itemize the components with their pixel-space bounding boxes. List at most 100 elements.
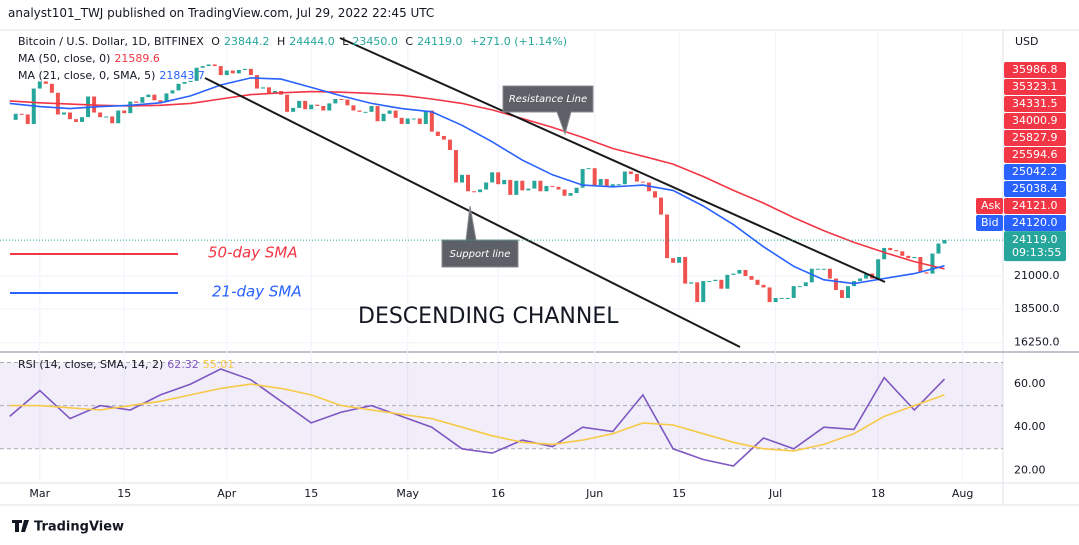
candle-body — [236, 69, 241, 74]
candle-body — [737, 269, 742, 274]
x-tick-label: Jun — [585, 487, 603, 500]
price-label-box — [1004, 62, 1066, 78]
candle-body — [333, 98, 338, 104]
candle-body — [351, 105, 356, 111]
candle-body — [441, 135, 446, 140]
candle-body — [665, 214, 670, 259]
ma-name: MA (50, close, 0) — [18, 52, 111, 65]
ohlc-value: 23844.2 — [223, 35, 270, 48]
candle-body — [514, 180, 519, 195]
candle-body — [767, 287, 772, 303]
logo — [12, 520, 29, 532]
candle-body — [592, 168, 597, 186]
y-tick-label: 21000.0 — [1014, 269, 1060, 282]
rsi-name: RSI (14, close, SMA, 14, 2) — [18, 358, 164, 371]
candle-body — [146, 94, 151, 98]
candle-body — [176, 83, 181, 91]
candle-body — [719, 279, 724, 289]
candle-body — [224, 70, 229, 76]
candle-body — [104, 116, 109, 118]
price-label-box — [1004, 181, 1066, 197]
candle-body — [508, 179, 513, 195]
candle-body — [598, 179, 603, 186]
annotation: Resistance Line — [509, 94, 587, 105]
candle-body — [604, 179, 609, 186]
candle-body — [785, 298, 790, 300]
candle-body — [538, 180, 543, 192]
annotation: DESCENDING CHANNEL — [358, 304, 619, 329]
legend: Bitcoin / U.S. Dollar, 1D, BITFINEX O 238… — [18, 35, 571, 48]
rsi-pane — [0, 362, 1003, 467]
ma-name: MA (21, close, 0, SMA, 5) — [18, 69, 156, 82]
ohlc-value: 24119.0 — [417, 35, 463, 48]
candle-body — [98, 112, 103, 118]
candle-body — [803, 282, 808, 287]
price-label-box — [1004, 79, 1066, 95]
resistance-line — [339, 37, 886, 283]
candle-body — [297, 100, 302, 108]
moving-averages — [9, 77, 945, 285]
candle-body — [399, 117, 404, 124]
ohlc-key: O — [211, 35, 220, 48]
price-tag-box — [976, 215, 1003, 231]
candle-body — [25, 114, 30, 124]
candle-body — [652, 191, 657, 198]
candle-body — [67, 112, 72, 120]
price-label: 25594.6 — [1012, 148, 1058, 161]
candle-body — [659, 197, 664, 215]
price-label-box — [1004, 96, 1066, 112]
candle-body — [285, 94, 290, 112]
candle-body — [188, 80, 193, 83]
candle-body — [182, 82, 187, 84]
candle-body — [315, 104, 320, 106]
candle-body — [864, 273, 869, 279]
ma-legend: MA (21, close, 0, SMA, 5) 21843.7 — [18, 69, 209, 82]
candle-body — [749, 276, 754, 280]
candle-body — [80, 117, 85, 122]
candle-body — [345, 99, 350, 106]
candle-body — [562, 189, 567, 196]
candle-body — [134, 101, 139, 103]
support-line — [204, 77, 741, 348]
publisher: analyst101_TWJ published on TradingView.… — [8, 6, 435, 20]
candle-body — [164, 93, 169, 103]
price-label: 35323.1 — [1012, 80, 1058, 93]
x-tick-label: 18 — [871, 487, 885, 500]
candle-body — [882, 247, 887, 260]
rsi-legend: RSI (14, close, SMA, 14, 2) 62.32 55.01 — [18, 358, 238, 371]
price-tag: Bid — [981, 216, 999, 229]
candle-body — [61, 112, 66, 115]
candle-body — [809, 268, 814, 283]
candle-body — [580, 169, 585, 188]
candle-body — [194, 67, 199, 81]
candle-body — [429, 110, 434, 132]
price-tag: Ask — [981, 199, 1001, 212]
candle-body — [791, 286, 796, 299]
candle-body — [459, 174, 464, 183]
price-label-box — [1004, 164, 1066, 180]
rsi-value: 62.32 — [167, 358, 199, 371]
price-tag-box — [976, 198, 1003, 214]
ma-legend: MA (50, close, 0) 21589.6 — [18, 52, 164, 65]
last-price-label: 24119.0 — [1012, 233, 1058, 246]
candle-body — [327, 103, 332, 111]
candle-body — [490, 172, 495, 183]
candle-body — [550, 185, 555, 187]
candle-body — [707, 281, 712, 283]
ohlc-key: L — [342, 35, 349, 48]
annotation: 21-day SMA — [212, 283, 302, 301]
candle-body — [110, 116, 115, 124]
candle-body — [423, 110, 428, 124]
candle-body — [453, 150, 458, 183]
candle-body — [797, 286, 802, 288]
candle-body — [755, 279, 760, 285]
price-label-box — [1004, 130, 1066, 146]
candle-body — [640, 181, 645, 183]
x-tick-label: 15 — [672, 487, 686, 500]
candle-body — [610, 184, 615, 186]
candle-body — [19, 113, 24, 115]
candle-body — [942, 240, 947, 244]
candle-body — [484, 182, 489, 190]
